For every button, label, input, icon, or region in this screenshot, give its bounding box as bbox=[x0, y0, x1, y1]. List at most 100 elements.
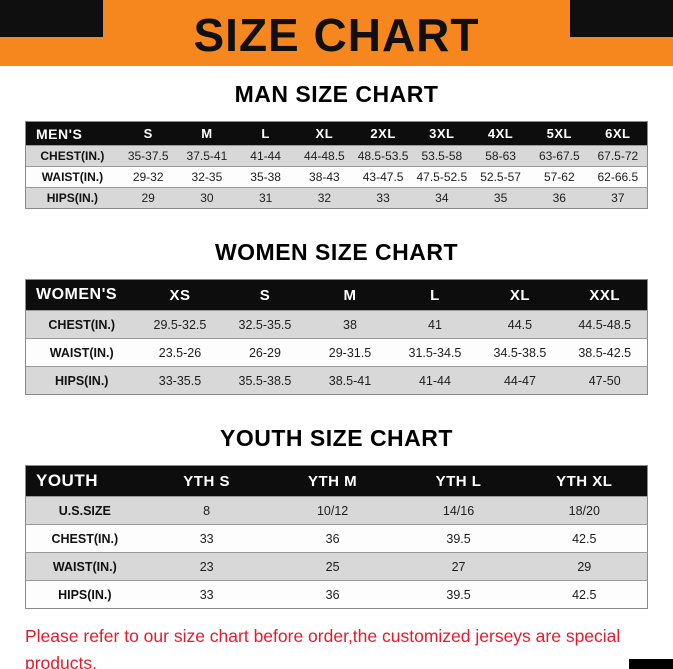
row-label-cell: WAIST(IN.) bbox=[25, 338, 138, 367]
size-header-cell: M bbox=[177, 121, 237, 146]
size-header-cell: M bbox=[307, 279, 393, 311]
corner-block-top-right bbox=[570, 0, 673, 37]
size-header-cell: S bbox=[222, 279, 308, 311]
value-cell: 57-62 bbox=[529, 166, 589, 188]
size-header-cell: XS bbox=[137, 279, 223, 311]
table-row: CHEST(IN.) 29.5-32.5 32.5-35.5 38 41 44.5 44.5… bbox=[25, 310, 648, 339]
size-header-cell: YTH XL bbox=[521, 465, 648, 497]
table-header-row: YOUTH YTH S YTH M YTH L YTH XL bbox=[25, 465, 648, 497]
value-cell: 32 bbox=[295, 187, 354, 209]
value-cell: 44-48.5 bbox=[295, 145, 354, 167]
table-title-cell: WOMEN'S bbox=[25, 279, 138, 311]
corner-block-bottom-right bbox=[629, 659, 673, 669]
value-cell: 36 bbox=[269, 580, 396, 609]
row-label-cell: U.S.SIZE bbox=[25, 496, 144, 525]
value-cell: 42.5 bbox=[521, 580, 648, 609]
value-cell: 47-50 bbox=[562, 366, 648, 395]
value-cell: 34.5-38.5 bbox=[477, 338, 563, 367]
section-heading-man-size-chart: MAN SIZE CHART bbox=[234, 81, 439, 107]
page-title: SIZE CHART bbox=[193, 9, 480, 61]
size-header-cell: S bbox=[118, 121, 178, 146]
table-row: WAIST(IN.) 29-32 32-35 35-38 38-43 43-47.5 47.… bbox=[25, 166, 648, 188]
value-cell: 35-38 bbox=[236, 166, 295, 188]
value-cell: 44.5-48.5 bbox=[562, 310, 648, 339]
value-cell: 29-32 bbox=[118, 166, 178, 188]
value-cell: 39.5 bbox=[395, 524, 522, 553]
value-cell: 41-44 bbox=[392, 366, 478, 395]
value-cell: 37.5-41 bbox=[177, 145, 237, 167]
value-cell: 8 bbox=[143, 496, 270, 525]
value-cell: 67.5-72 bbox=[588, 145, 648, 167]
row-label-cell: HIPS(IN.) bbox=[25, 580, 144, 609]
row-label-cell: HIPS(IN.) bbox=[25, 187, 119, 209]
value-cell: 41-44 bbox=[236, 145, 295, 167]
value-cell: 29 bbox=[118, 187, 178, 209]
value-cell: 44-47 bbox=[477, 366, 563, 395]
value-cell: 41 bbox=[392, 310, 478, 339]
value-cell: 27 bbox=[395, 552, 522, 581]
value-cell: 33 bbox=[353, 187, 413, 209]
value-cell: 33-35.5 bbox=[137, 366, 223, 395]
size-header-cell: YTH L bbox=[395, 465, 522, 497]
value-cell: 38.5-42.5 bbox=[562, 338, 648, 367]
value-cell: 14/16 bbox=[395, 496, 522, 525]
value-cell: 18/20 bbox=[521, 496, 648, 525]
table-title-cell: MEN'S bbox=[25, 121, 119, 146]
row-label-cell: HIPS(IN.) bbox=[25, 366, 138, 395]
value-cell: 10/12 bbox=[269, 496, 396, 525]
value-cell: 26-29 bbox=[222, 338, 308, 367]
value-cell: 35-37.5 bbox=[118, 145, 178, 167]
row-label-cell: CHEST(IN.) bbox=[25, 145, 119, 167]
size-header-cell: 6XL bbox=[588, 121, 648, 146]
value-cell: 36 bbox=[529, 187, 589, 209]
value-cell: 32.5-35.5 bbox=[222, 310, 308, 339]
table-header-row: MEN'S S M L XL 2XL 3XL 4XL 5XL 6XL bbox=[25, 121, 648, 146]
size-header-cell: L bbox=[392, 279, 478, 311]
value-cell: 35.5-38.5 bbox=[222, 366, 308, 395]
table-row: WAIST(IN.) 23.5-26 26-29 29-31.5 31.5-34.5 34… bbox=[25, 338, 648, 367]
value-cell: 48.5-53.5 bbox=[353, 145, 413, 167]
table-row: CHEST(IN.) 33 36 39.5 42.5 bbox=[25, 524, 648, 553]
size-header-cell: YTH S bbox=[143, 465, 270, 497]
footer-note: Please refer to our size chart before or… bbox=[0, 609, 673, 669]
value-cell: 31 bbox=[236, 187, 295, 209]
value-cell: 62-66.5 bbox=[588, 166, 648, 188]
size-header-cell: XL bbox=[477, 279, 563, 311]
value-cell: 36 bbox=[269, 524, 396, 553]
sections-container: MAN SIZE CHART MEN'S S M L XL 2XL 3XL 4XL 5XL 6XL C… bbox=[0, 81, 673, 609]
value-cell: 47.5-52.5 bbox=[412, 166, 472, 188]
size-header-cell: 4XL bbox=[471, 121, 530, 146]
footer-note-line-1: Please refer to our size chart before or… bbox=[25, 626, 621, 669]
value-cell: 23 bbox=[143, 552, 270, 581]
value-cell: 33 bbox=[143, 580, 270, 609]
women-size-chart-table: WOMEN'S XS S M L XL XXL CHEST(IN.) 29.5-32.5 32.5… bbox=[25, 279, 648, 395]
row-label-cell: CHEST(IN.) bbox=[25, 310, 138, 339]
value-cell: 25 bbox=[269, 552, 396, 581]
value-cell: 38.5-41 bbox=[307, 366, 393, 395]
value-cell: 35 bbox=[471, 187, 530, 209]
row-label-cell: WAIST(IN.) bbox=[25, 552, 144, 581]
table-row: CHEST(IN.) 35-37.5 37.5-41 41-44 44-48.5 48.5… bbox=[25, 145, 648, 167]
size-header-cell: YTH M bbox=[269, 465, 396, 497]
corner-block-top-left bbox=[0, 0, 103, 37]
value-cell: 37 bbox=[588, 187, 648, 209]
value-cell: 29 bbox=[521, 552, 648, 581]
size-header-cell: 5XL bbox=[529, 121, 589, 146]
value-cell: 58-63 bbox=[471, 145, 530, 167]
value-cell: 39.5 bbox=[395, 580, 522, 609]
man-size-chart-table: MEN'S S M L XL 2XL 3XL 4XL 5XL 6XL CHEST(IN.) 35-37… bbox=[25, 121, 648, 209]
banner: SIZE CHART bbox=[0, 0, 673, 66]
value-cell: 32-35 bbox=[177, 166, 237, 188]
table-title-cell: YOUTH bbox=[25, 465, 144, 497]
section-heading-youth-size-chart: YOUTH SIZE CHART bbox=[220, 425, 453, 451]
table-row: HIPS(IN.) 33 36 39.5 42.5 bbox=[25, 580, 648, 609]
youth-size-chart-table: YOUTH YTH S YTH M YTH L YTH XL U.S.SIZE 8 10/12… bbox=[25, 465, 648, 609]
value-cell: 23.5-26 bbox=[137, 338, 223, 367]
table-row: U.S.SIZE 8 10/12 14/16 18/20 bbox=[25, 496, 648, 525]
size-header-cell: 2XL bbox=[353, 121, 413, 146]
size-header-cell: 3XL bbox=[412, 121, 472, 146]
value-cell: 43-47.5 bbox=[353, 166, 413, 188]
size-header-cell: L bbox=[236, 121, 295, 146]
size-header-cell: XXL bbox=[562, 279, 648, 311]
